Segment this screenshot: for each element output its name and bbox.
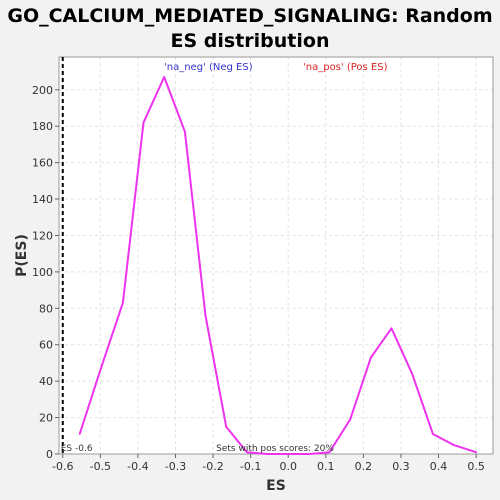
x-tick-label: -0.4 xyxy=(127,460,148,473)
x-tick-label: 0.1 xyxy=(317,460,335,473)
data-point xyxy=(328,451,331,454)
data-point xyxy=(225,425,228,428)
data-point xyxy=(307,453,310,455)
data-point xyxy=(369,356,372,359)
x-tick-label: -0.5 xyxy=(90,460,111,473)
data-point xyxy=(142,121,145,124)
y-tick-label: 120 xyxy=(32,229,53,242)
y-tick-label: 40 xyxy=(39,375,53,388)
data-point xyxy=(245,451,248,454)
series-line xyxy=(78,76,477,455)
data-point xyxy=(266,453,269,455)
x-tick-label: 0.0 xyxy=(279,460,297,473)
data-point xyxy=(204,314,207,317)
data-point xyxy=(99,369,102,372)
data-point xyxy=(78,433,81,435)
x-tick-label: -0.1 xyxy=(240,460,261,473)
x-tick-label: -0.2 xyxy=(202,460,223,473)
axis-ticks: -0.6 -0.5 -0.4 -0.3 -0.2 -0.1 0.0 0.1 0.2 0.3 0.4 0… xyxy=(32,84,485,473)
x-tick-label: 0.3 xyxy=(392,460,410,473)
y-tick-label: 160 xyxy=(32,157,53,170)
legend-neg-label: 'na_neg' (Neg ES) xyxy=(164,62,253,73)
y-tick-label: 60 xyxy=(39,339,53,352)
y-tick-label: 80 xyxy=(39,302,53,315)
y-tick-label: 180 xyxy=(32,120,53,133)
data-point xyxy=(431,433,434,435)
y-tick-label: 100 xyxy=(32,266,53,279)
data-point xyxy=(475,451,477,454)
data-point xyxy=(183,130,186,133)
data-point xyxy=(349,418,352,421)
y-tick-label: 140 xyxy=(32,193,53,206)
y-tick-label: 200 xyxy=(32,84,53,97)
y-tick-label: 0 xyxy=(46,448,53,461)
x-tick-label: 0.2 xyxy=(355,460,373,473)
data-point xyxy=(287,453,290,455)
data-point xyxy=(163,76,166,78)
es-marker-label: ES -0.6 xyxy=(61,444,93,454)
data-point xyxy=(411,372,414,375)
x-tick-label: -0.6 xyxy=(52,460,73,473)
legend-pos-label: 'na_pos' (Pos ES) xyxy=(303,62,388,73)
x-axis-title: ES xyxy=(266,478,286,494)
y-tick-label: 20 xyxy=(39,412,53,425)
y-axis-title: P(ES) xyxy=(14,234,30,277)
chart-title: GO_CALCIUM_MEDIATED_SIGNALING: Random ES… xyxy=(7,5,493,52)
grid-lines xyxy=(59,57,493,455)
x-tick-label: 0.5 xyxy=(467,460,485,473)
x-tick-label: 0.4 xyxy=(430,460,448,473)
pos-scores-annotation: Sets with pos scores: 20% xyxy=(216,444,334,454)
data-point xyxy=(452,443,455,446)
x-tick-label: -0.3 xyxy=(165,460,186,473)
plot-area xyxy=(59,57,493,454)
data-point xyxy=(390,327,393,330)
data-point xyxy=(121,301,124,304)
series-layer xyxy=(78,76,477,455)
